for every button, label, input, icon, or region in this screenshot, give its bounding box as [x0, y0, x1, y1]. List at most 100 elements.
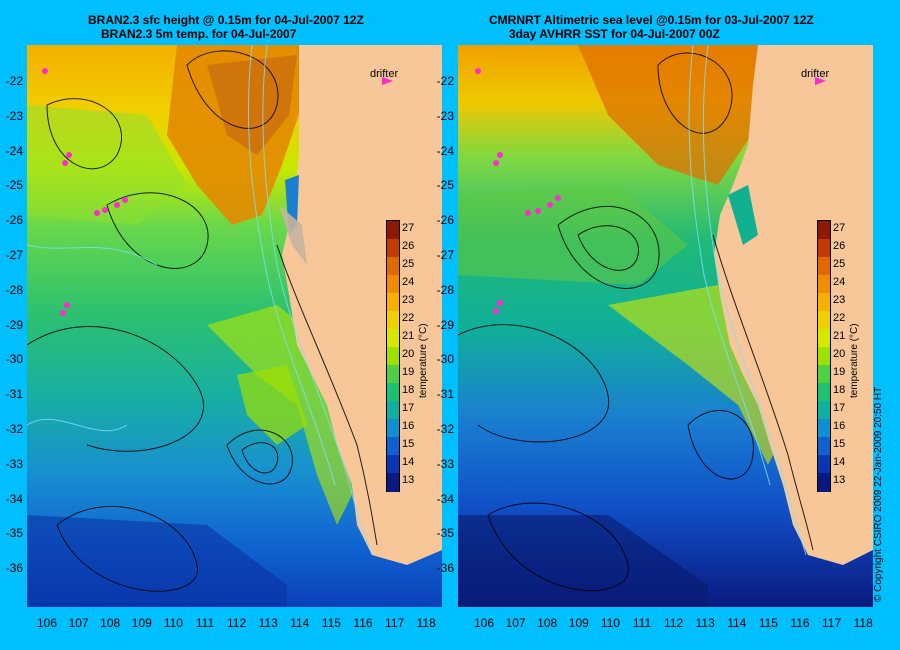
latitude-tick-label: -24 — [436, 143, 454, 158]
longitude-tick-label: 118 — [416, 616, 436, 630]
longitude-tick-label: 109 — [131, 616, 152, 630]
colorbar-tick-label: 27 — [402, 222, 415, 234]
colorbar-tick-label: 21 — [833, 330, 846, 342]
colorbar-tick-label: 16 — [402, 420, 415, 432]
colorbar-segment — [387, 257, 399, 276]
latitude-tick-label: -29 — [5, 317, 23, 332]
latitude-tick-label: -31 — [436, 387, 454, 402]
longitude-tick-label: 118 — [853, 616, 873, 630]
colorbar-segment — [387, 383, 399, 402]
latitude-tick-label: -31 — [5, 387, 23, 402]
colorbar-segment — [387, 401, 399, 420]
longitude-tick-label: 111 — [195, 616, 215, 630]
latitude-tick-label: -28 — [5, 282, 23, 297]
latitude-tick-label: -27 — [436, 248, 454, 262]
latitude-tick-label: -24 — [5, 143, 23, 158]
latitude-tick-label: -29 — [436, 317, 454, 332]
longitude-tick-label: 111 — [632, 616, 652, 630]
colorbar-segment — [818, 275, 830, 294]
colorbar-segment — [818, 365, 830, 384]
latitude-tick-label: -33 — [5, 456, 23, 471]
latitude-tick-label: -33 — [436, 456, 454, 471]
colorbar-segment — [818, 401, 830, 420]
colorbar-tick-label: 13 — [402, 474, 415, 486]
longitude-tick-label: 106 — [36, 616, 58, 630]
colorbar-segment — [818, 437, 830, 456]
colorbar-segment — [818, 311, 830, 330]
colorbar-tick-label: 19 — [402, 366, 415, 378]
latitude-tick-label: -25 — [436, 178, 454, 193]
colorbar-tick-label: 27 — [833, 222, 846, 234]
latitude-tick-label: -35 — [436, 526, 454, 541]
colorbar-tick-label: 18 — [833, 384, 846, 396]
latitude-tick-label: -22 — [5, 74, 23, 88]
right-map-panel — [458, 45, 873, 607]
left-title-line2: BRAN2.3 5m temp. for 04-Jul-2007 — [101, 27, 297, 41]
colorbar-tick-label: 23 — [402, 294, 415, 306]
right-drifter-label: drifter — [801, 68, 830, 80]
colorbar-segment — [387, 239, 399, 258]
colorbar-tick-label: 22 — [833, 312, 846, 324]
colorbar-segment — [818, 383, 830, 402]
latitude-tick-label: -26 — [5, 213, 23, 228]
right-title-line2: 3day AVHRR SST for 04-Jul-2007 00Z — [509, 27, 720, 41]
right-colorbar-title: temperature (°C) — [849, 323, 860, 398]
longitude-tick-label: 106 — [473, 616, 495, 630]
colorbar-segment — [387, 329, 399, 348]
colorbar-tick-label: 20 — [833, 348, 846, 360]
colorbar-tick-label: 17 — [833, 402, 846, 414]
longitude-tick-label: 114 — [290, 616, 310, 630]
colorbar-tick-label: 14 — [833, 456, 846, 468]
longitude-tick-label: 107 — [505, 616, 526, 630]
colorbar-tick-label: 18 — [402, 384, 415, 396]
colorbar-segment — [387, 275, 399, 294]
latitude-tick-label: -30 — [436, 352, 454, 367]
longitude-tick-label: 107 — [68, 616, 89, 630]
latitude-tick-label: -35 — [5, 526, 23, 541]
copyright-notice: © Copyright CSIRO 2009 22-Jan-2009 20:50… — [873, 386, 884, 602]
latitude-tick-label: -32 — [436, 422, 454, 436]
colorbar-segment — [387, 419, 399, 438]
colorbar-tick-label: 17 — [402, 402, 415, 414]
latitude-tick-label: -34 — [436, 491, 454, 506]
latitude-tick-label: -36 — [5, 561, 23, 576]
colorbar-tick-label: 24 — [833, 276, 846, 288]
longitude-tick-label: 109 — [568, 616, 589, 630]
colorbar-tick-label: 24 — [402, 276, 415, 288]
right-title-line1: CMRNRT Altimetric sea level @0.15m for 0… — [489, 13, 814, 27]
colorbar-tick-label: 26 — [833, 240, 846, 252]
latitude-tick-label: -23 — [436, 108, 454, 123]
longitude-tick-label: 116 — [790, 616, 810, 630]
latitude-tick-label: -23 — [5, 108, 23, 123]
colorbar-tick-label: 23 — [833, 294, 846, 306]
latitude-tick-label: -32 — [5, 422, 23, 436]
colorbar-segment — [818, 455, 830, 474]
latitude-tick-label: -26 — [436, 213, 454, 228]
longitude-tick-label: 108 — [537, 616, 558, 630]
longitude-tick-label: 114 — [727, 616, 747, 630]
colorbar-tick-label: 15 — [833, 438, 846, 450]
colorbar-tick-label: 15 — [402, 438, 415, 450]
latitude-tick-label: -27 — [5, 248, 23, 262]
left-colorbar-title: temperature (°C) — [418, 323, 429, 398]
colorbar-segment — [818, 257, 830, 276]
colorbar-segment — [387, 311, 399, 330]
right-sst-map — [458, 45, 873, 607]
latitude-tick-label: -34 — [5, 491, 23, 506]
colorbar-tick-label: 19 — [833, 366, 846, 378]
colorbar-tick-label: 25 — [402, 258, 415, 270]
colorbar-tick-label: 22 — [402, 312, 415, 324]
colorbar-segment — [818, 419, 830, 438]
right-colorbar — [817, 220, 831, 492]
left-sst-map — [27, 45, 442, 607]
latitude-tick-label: -25 — [5, 178, 23, 193]
longitude-tick-label: 112 — [664, 616, 684, 630]
colorbar-tick-label: 13 — [833, 474, 846, 486]
latitude-tick-label: -22 — [436, 74, 454, 88]
colorbar-segment — [818, 293, 830, 312]
colorbar-segment — [818, 347, 830, 366]
longitude-tick-label: 110 — [163, 616, 183, 630]
longitude-tick-label: 117 — [385, 616, 405, 630]
longitude-tick-label: 112 — [227, 616, 247, 630]
colorbar-tick-label: 21 — [402, 330, 415, 342]
